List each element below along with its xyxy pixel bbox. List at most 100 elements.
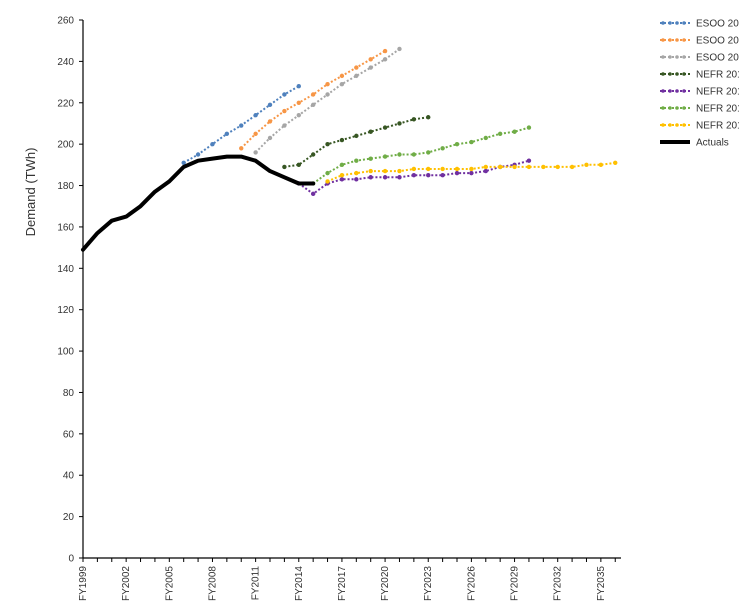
data-point bbox=[354, 73, 359, 79]
legend-swatch-point bbox=[661, 72, 665, 76]
data-point bbox=[282, 123, 287, 128]
data-point bbox=[325, 170, 330, 176]
y-tick-label: 120 bbox=[57, 305, 74, 316]
x-tick-label: FY2017 bbox=[337, 566, 348, 601]
data-point bbox=[382, 175, 388, 180]
legend-swatch-point bbox=[668, 21, 672, 25]
data-point bbox=[282, 92, 287, 97]
legend-label: NEFR 2016 bbox=[696, 121, 739, 132]
data-point bbox=[354, 133, 359, 139]
legend-swatch-point bbox=[675, 38, 679, 42]
y-tick-label: 20 bbox=[63, 512, 75, 523]
data-point bbox=[397, 152, 402, 157]
data-point bbox=[598, 162, 604, 168]
data-point bbox=[282, 108, 287, 114]
x-tick-label: FY2026 bbox=[466, 566, 477, 601]
x-tick-label: FY2020 bbox=[380, 566, 391, 601]
legend-swatch-point bbox=[675, 72, 679, 76]
legend-swatch-point bbox=[661, 123, 665, 127]
data-point bbox=[569, 164, 575, 170]
legend-item: NEFR 2013 bbox=[660, 70, 739, 81]
y-tick-label: 0 bbox=[68, 554, 74, 565]
series-line bbox=[312, 126, 530, 185]
data-point bbox=[325, 81, 330, 87]
data-point bbox=[440, 166, 445, 172]
legend-swatch-point bbox=[661, 38, 665, 42]
legend-swatch-point bbox=[682, 89, 686, 93]
data-point bbox=[368, 57, 373, 62]
data-point bbox=[339, 172, 345, 178]
series-nefr-2015 bbox=[310, 125, 532, 186]
legend-swatch-point bbox=[675, 89, 679, 93]
legend-swatch-point bbox=[661, 106, 665, 110]
data-point bbox=[382, 154, 388, 159]
data-point bbox=[181, 160, 186, 165]
legend-swatch-point bbox=[682, 55, 686, 59]
data-point bbox=[454, 166, 460, 172]
data-point bbox=[411, 152, 417, 157]
legend-label: ESOO 2011 bbox=[696, 53, 739, 64]
data-point bbox=[397, 168, 402, 174]
legend-item: ESOO 2010 bbox=[660, 36, 739, 47]
data-point bbox=[613, 160, 618, 165]
data-point bbox=[239, 123, 244, 128]
legend-swatch-point bbox=[668, 55, 672, 59]
y-tick-label: 240 bbox=[57, 57, 74, 68]
data-point bbox=[397, 121, 402, 126]
legend-swatch-point bbox=[682, 21, 686, 25]
legend-swatch-point bbox=[668, 89, 672, 93]
legend-swatch-point bbox=[675, 106, 679, 110]
data-point bbox=[382, 125, 388, 130]
legend-swatch-point bbox=[661, 55, 665, 59]
data-point bbox=[195, 152, 201, 157]
x-tick-label: FY2011 bbox=[251, 566, 262, 601]
legend-swatch-point bbox=[668, 106, 672, 110]
legend-label: Actuals bbox=[696, 138, 729, 149]
y-tick-label: 200 bbox=[57, 140, 74, 151]
data-point bbox=[454, 170, 460, 176]
legend-label: ESOO 2004 bbox=[696, 19, 739, 30]
data-point bbox=[411, 172, 417, 178]
legend-swatch-point bbox=[682, 106, 686, 110]
data-point bbox=[310, 92, 316, 97]
series-nefr-2014 bbox=[296, 158, 532, 197]
data-point bbox=[296, 100, 301, 105]
data-point bbox=[253, 131, 258, 137]
legend-swatch-point bbox=[668, 72, 672, 76]
data-point bbox=[253, 112, 258, 118]
x-tick-label: FY2014 bbox=[294, 566, 305, 601]
y-tick-label: 180 bbox=[57, 181, 74, 192]
data-point bbox=[310, 102, 316, 108]
data-point bbox=[325, 141, 330, 147]
legend-label: ESOO 2010 bbox=[696, 36, 739, 47]
data-point bbox=[224, 131, 230, 137]
y-axis-title: Demand (TWh) bbox=[23, 148, 38, 237]
data-point bbox=[325, 179, 330, 184]
data-point bbox=[253, 150, 258, 155]
legend-item: NEFR 2016 bbox=[660, 121, 739, 132]
data-point bbox=[310, 191, 316, 197]
y-tick-label: 140 bbox=[57, 264, 74, 275]
x-tick-label: FY2023 bbox=[423, 566, 434, 601]
series-line bbox=[284, 116, 429, 168]
y-tick-label: 40 bbox=[63, 471, 75, 482]
series-actuals bbox=[81, 154, 316, 252]
data-point bbox=[526, 164, 532, 170]
data-point bbox=[382, 168, 388, 174]
data-point bbox=[440, 146, 445, 151]
data-point bbox=[497, 131, 503, 137]
data-point bbox=[555, 164, 560, 170]
legend-swatch-point bbox=[682, 72, 686, 76]
x-tick-label: FY2005 bbox=[164, 566, 175, 601]
legend-label: NEFR 2015 bbox=[696, 104, 739, 115]
legend-item: Actuals bbox=[660, 138, 729, 149]
y-tick-label: 160 bbox=[57, 222, 74, 233]
data-point bbox=[469, 139, 474, 145]
data-point bbox=[354, 158, 359, 163]
legend-item: ESOO 2011 bbox=[660, 53, 739, 64]
data-point bbox=[411, 166, 417, 172]
data-point bbox=[382, 48, 388, 54]
x-tick-label: FY2002 bbox=[121, 566, 132, 601]
data-point bbox=[296, 162, 301, 168]
